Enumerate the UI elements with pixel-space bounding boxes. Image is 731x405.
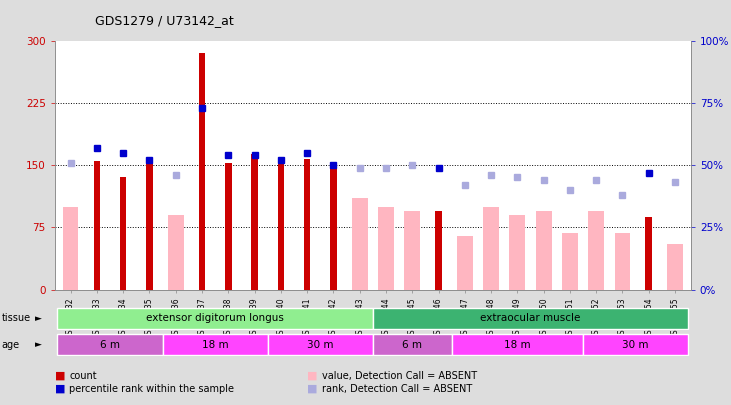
Bar [199,53,205,290]
Bar [146,163,153,290]
Bar [373,334,452,355]
Text: GDS1279 / U73142_at: GDS1279 / U73142_at [95,14,234,27]
Bar [373,308,688,329]
Bar [536,211,551,290]
Bar [510,215,526,290]
Bar [404,211,420,290]
Bar [330,167,337,290]
Bar [435,211,442,290]
Text: 30 m: 30 m [622,340,649,350]
Bar [268,334,373,355]
Text: value, Detection Call = ABSENT: value, Detection Call = ABSENT [322,371,477,381]
Text: 18 m: 18 m [202,340,229,350]
Bar [304,159,311,290]
Bar [94,161,100,290]
Bar [378,207,394,290]
Text: rank, Detection Call = ABSENT: rank, Detection Call = ABSENT [322,384,472,394]
Text: 30 m: 30 m [307,340,333,350]
Bar [251,154,258,290]
Text: age: age [1,340,20,350]
Text: ►: ► [35,340,42,349]
Text: extensor digitorum longus: extensor digitorum longus [146,313,284,323]
Text: ■: ■ [307,371,317,381]
Text: 6 m: 6 m [402,340,423,350]
Bar [225,162,232,290]
Bar [278,161,284,290]
Bar [63,207,78,290]
Bar [588,211,604,290]
Bar [58,334,162,355]
Bar [168,215,183,290]
Bar [352,198,368,290]
Bar [645,217,652,290]
Bar [667,244,683,290]
Text: ■: ■ [55,371,65,381]
Text: ►: ► [35,314,42,323]
Text: ■: ■ [55,384,65,394]
Text: extraocular muscle: extraocular muscle [480,313,580,323]
Bar [162,334,268,355]
Text: 18 m: 18 m [504,340,531,350]
Bar [452,334,583,355]
Text: 6 m: 6 m [100,340,120,350]
Bar [457,236,473,290]
Text: ■: ■ [307,384,317,394]
Text: tissue: tissue [1,313,31,323]
Bar [615,233,630,290]
Text: count: count [69,371,97,381]
Bar [120,177,126,290]
Bar [562,233,577,290]
Bar [583,334,688,355]
Text: percentile rank within the sample: percentile rank within the sample [69,384,235,394]
Bar [483,207,499,290]
Bar [58,308,373,329]
